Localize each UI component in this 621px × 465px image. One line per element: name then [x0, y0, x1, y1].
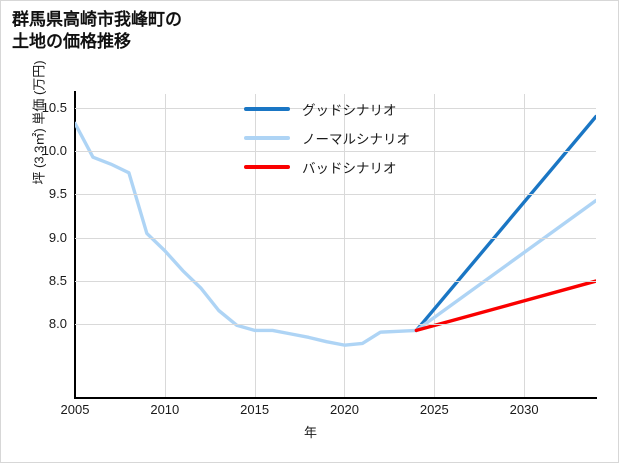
- gridline-horizontal: [75, 237, 596, 239]
- legend-color-swatch: [244, 164, 290, 169]
- legend-label: グッドシナリオ: [302, 102, 397, 118]
- series-line: [75, 121, 419, 347]
- y-tick-label: 10.0: [41, 143, 67, 159]
- gridline-horizontal: [75, 107, 596, 109]
- y-tick-labels: 10.5 10.0 9.5 9.0 8.5 8.0: [1, 94, 67, 359]
- page-title: 群馬県高崎市我峰町の 土地の価格推移: [12, 10, 182, 52]
- y-axis-line: [74, 91, 76, 398]
- gridline-horizontal: [75, 281, 596, 283]
- series-line: [414, 279, 596, 333]
- series-layer: [75, 114, 596, 347]
- gridline-horizontal: [75, 324, 596, 326]
- legend-item: バッドシナリオ: [244, 152, 410, 181]
- x-tick-label: 2025: [419, 402, 449, 417]
- y-tick-label: 8.0: [48, 316, 67, 332]
- x-tick-label: 2020: [330, 402, 359, 417]
- x-axis-line: [74, 397, 597, 399]
- gridline-vertical: [254, 94, 256, 399]
- x-axis-label: 年: [303, 425, 317, 440]
- x-tick-label: 2015: [240, 402, 270, 417]
- legend-label: ノーマルシナリオ: [302, 131, 410, 147]
- plot-area: [75, 94, 596, 359]
- gridline-horizontal: [75, 194, 596, 196]
- gridline-vertical: [344, 94, 346, 399]
- legend: グッドシナリオ ノーマルシナリオ バッドシナリオ: [244, 94, 410, 181]
- gridline-horizontal: [75, 151, 596, 153]
- x-tick-label: 2005: [60, 402, 90, 417]
- legend-color-swatch: [244, 135, 290, 140]
- gridline-vertical: [164, 94, 166, 399]
- legend-color-swatch: [244, 106, 290, 111]
- legend-label: バッドシナリオ: [302, 160, 397, 176]
- legend-item: ノーマルシナリオ: [244, 123, 410, 152]
- y-tick-label: 9.0: [48, 229, 67, 245]
- x-tick-label: 2030: [509, 402, 539, 417]
- y-axis-label: 坪 (3.3㎡) 単価 (万円): [31, 60, 47, 185]
- x-tick-label: 2010: [150, 402, 180, 417]
- gridline-vertical: [524, 94, 526, 399]
- series-line: [414, 114, 596, 333]
- y-tick-label: 9.5: [48, 186, 67, 202]
- legend-item: グッドシナリオ: [244, 94, 410, 123]
- plot-clip: [75, 94, 596, 359]
- x-tick-labels: 2005 2010 2015 2020 2025 2030: [61, 402, 596, 422]
- y-tick-label: 8.5: [48, 273, 67, 289]
- y-tick-label: 10.5: [41, 99, 67, 115]
- series-line: [414, 198, 596, 333]
- gridline-vertical: [434, 94, 436, 399]
